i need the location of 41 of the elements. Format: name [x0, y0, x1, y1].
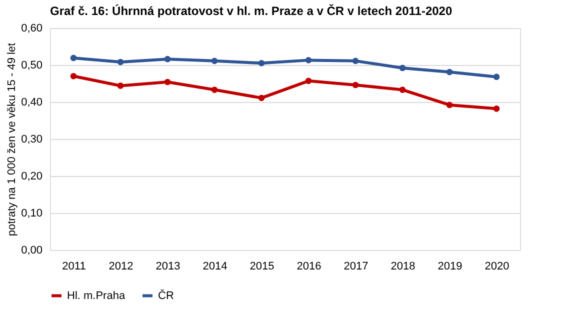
point [305, 78, 312, 84]
x-tick-label: 2013 [156, 260, 180, 272]
point [493, 106, 500, 112]
point [399, 64, 406, 72]
x-tick-label: 2019 [438, 260, 462, 272]
legend-label: Hl. m.Praha [67, 290, 126, 302]
y-tick-label: 0,10 [21, 208, 42, 220]
x-tick-label: 2017 [344, 260, 368, 272]
y-tick-label: 0,30 [21, 134, 42, 146]
point [352, 82, 359, 88]
point [70, 72, 77, 80]
point [164, 56, 171, 62]
x-tick-label: 2020 [484, 260, 510, 272]
point [70, 54, 77, 62]
y-tick-label: 0,00 [21, 244, 42, 256]
point [258, 60, 265, 66]
y-tick-label: 0,20 [21, 170, 42, 182]
x-tick-label: 2018 [390, 260, 416, 272]
y-axis-title: potraty na 1 000 žen ve věku 15 - 49 let [6, 42, 18, 236]
y-tick-label: 0,50 [21, 60, 42, 72]
point [211, 58, 218, 64]
y-tick-label: 0,60 [21, 22, 42, 34]
x-tick-label: 2015 [250, 260, 274, 272]
point [352, 58, 359, 64]
y-tick-label: 0,40 [21, 96, 42, 108]
x-tick-label: 2012 [108, 260, 134, 272]
x-tick-label: 2011 [62, 260, 86, 272]
point [211, 86, 218, 93]
x-tick-label: 2016 [296, 260, 322, 272]
point [164, 78, 171, 86]
point [446, 102, 453, 108]
point [117, 82, 124, 89]
point [305, 57, 312, 64]
point [493, 74, 500, 80]
point [117, 58, 124, 66]
x-tick-label: 2014 [202, 260, 228, 272]
point [399, 86, 406, 93]
point [258, 94, 265, 102]
legend-label: ČR [158, 288, 174, 302]
chart-title: Graf č. 16: Úhrnná potratovost v hl. m. Praze a v ČR v letech 2011-2020 [50, 4, 452, 18]
point [446, 68, 453, 76]
